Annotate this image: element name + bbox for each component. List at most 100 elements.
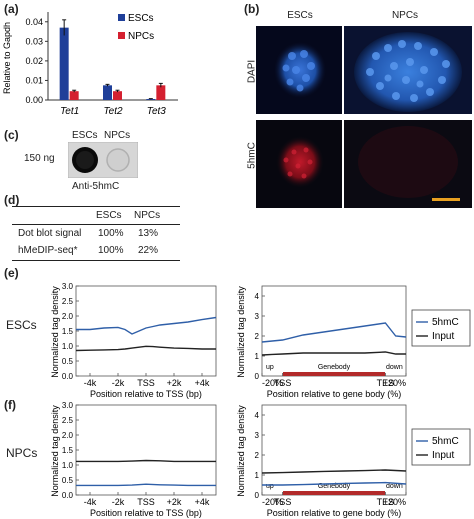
gene-body-label: Genebody xyxy=(318,483,351,490)
y-tick-label: 0 xyxy=(255,491,260,500)
y-tick-label: 1.5 xyxy=(62,446,74,455)
profile-xlabel-left: Position relative to TSS (bp) xyxy=(90,508,202,518)
table-bottom-rule xyxy=(12,260,180,261)
y-tick-label: 0 xyxy=(255,372,260,381)
profile-row-f: Normalized tag density 0.0 0.5 1.0 1.5 2.0 2.… xyxy=(50,401,471,518)
bar-escs-tet3 xyxy=(146,99,156,100)
x-tick-label: +20% xyxy=(383,497,406,507)
table-cell: 13% xyxy=(138,228,159,239)
profile-ylabel-left: Normalized tag density xyxy=(50,405,60,497)
y-tick-label: 0.01 xyxy=(25,75,43,85)
category-label: Tet1 xyxy=(60,106,79,117)
x-tick-label: +4k xyxy=(195,378,210,388)
x-tick-label: -20% xyxy=(262,378,283,388)
y-tick-label: 0.03 xyxy=(25,36,43,46)
dot-npcs xyxy=(106,148,130,172)
legend-escs: ESCs xyxy=(128,13,154,24)
x-tick-label: TSS xyxy=(274,497,292,507)
y-tick-label: 3 xyxy=(255,312,260,321)
dot-row-label: 150 ng xyxy=(24,153,55,164)
panel-label-a: (a) xyxy=(4,2,19,16)
panel-label-b: (b) xyxy=(244,2,260,16)
category-label: Tet3 xyxy=(147,106,167,117)
panel-label-e: (e) xyxy=(4,266,19,280)
profile-axes-left xyxy=(75,285,217,377)
profile-ylabel-left: Normalized tag density xyxy=(50,286,60,378)
row-label-escs: ESCs xyxy=(6,318,37,332)
legend-swatch-npcs xyxy=(118,32,125,39)
y-tick-label: 3.0 xyxy=(62,282,74,291)
y-tick-label: 0.0 xyxy=(62,372,74,381)
input-line-right xyxy=(261,469,407,474)
x-tick-label: TES xyxy=(377,378,395,388)
y-tick-label: 0.04 xyxy=(25,17,43,27)
x-tick-label: -4k xyxy=(84,497,97,507)
table-row-label: hMeDIP-seq* xyxy=(18,245,78,256)
y-tick-label: 2 xyxy=(255,332,260,341)
micro-col-escs: ESCs xyxy=(287,10,313,21)
legend-swatch-escs xyxy=(118,14,125,21)
table-header-escs: ESCs xyxy=(96,210,122,221)
profile-xlabel-left: Position relative to TSS (bp) xyxy=(90,389,202,399)
table-cell: 100% xyxy=(98,245,124,256)
genebody-bar xyxy=(283,372,385,376)
5hmc-line-left xyxy=(76,316,217,335)
y-tick-label: 4 xyxy=(255,411,260,420)
profile-xlabel-right: Position relative to gene body (%) xyxy=(267,508,402,518)
gene-up-label: up xyxy=(266,483,274,490)
panel-label-d: (d) xyxy=(4,193,20,207)
dot-col-npcs: NPCs xyxy=(104,130,131,141)
x-tick-label: +2k xyxy=(167,497,182,507)
legend-label-5hmc: 5hmC xyxy=(432,436,459,447)
legend-label-5hmc: 5hmC xyxy=(432,317,459,328)
bar-escs-tet1 xyxy=(59,27,69,101)
micro-col-npcs: NPCs xyxy=(391,10,419,21)
y-tick-label: 1.5 xyxy=(62,327,74,336)
bar-npcs-tet1 xyxy=(69,91,79,100)
micrograph-grid xyxy=(256,26,472,208)
x-tick-label: -2k xyxy=(112,497,125,507)
legend-label-input: Input xyxy=(432,450,454,461)
5hmc-line-left xyxy=(76,483,216,487)
table-top-rule xyxy=(12,206,180,207)
y-tick-label: 2.0 xyxy=(62,312,74,321)
table-cell: 22% xyxy=(138,245,159,256)
bar-npcs-tet3 xyxy=(156,85,166,100)
scale-bar xyxy=(432,198,460,201)
y-tick-label: 3 xyxy=(255,431,260,440)
row-label-npcs: NPCs xyxy=(6,446,38,460)
dot-caption: Anti-5hmC xyxy=(72,181,120,192)
x-tick-label: TSS xyxy=(137,497,155,507)
input-line-left xyxy=(76,459,216,463)
y-tick-label: 4 xyxy=(255,292,260,301)
profile-row-e: Normalized tag density 0.0 0.5 1.0 1.5 2.0 2.… xyxy=(50,282,471,399)
profile-axes-left xyxy=(75,404,217,496)
y-tick-label: 2 xyxy=(255,451,260,460)
y-tick-label: 0.0 xyxy=(62,491,74,500)
gene-body-label: Genebody xyxy=(318,364,351,371)
dot-blot xyxy=(68,142,138,178)
y-tick-label: 0.02 xyxy=(25,56,43,66)
y-tick-label: 1 xyxy=(255,471,260,480)
table-row-label: Dot blot signal xyxy=(18,228,82,239)
table-cell: 100% xyxy=(98,228,124,239)
gene-down-label: down xyxy=(386,483,403,490)
bar-chart-a: Relative to Gapdh 0.00 0.01 0.02 0.03 0.04 T… xyxy=(2,12,178,117)
x-tick-label: -4k xyxy=(84,378,97,388)
x-tick-label: -2k xyxy=(112,378,125,388)
y-tick-label: 2.5 xyxy=(62,297,74,306)
gene-down-label: down xyxy=(386,364,403,371)
y-tick-label: 2.0 xyxy=(62,431,74,440)
y-tick-label: 1 xyxy=(255,352,260,361)
bar-npcs-tet2 xyxy=(113,91,122,100)
x-tick-label: TSS xyxy=(137,378,155,388)
legend-npcs: NPCs xyxy=(128,31,154,42)
y-tick-label: 1.0 xyxy=(62,342,74,351)
category-label: Tet2 xyxy=(103,106,123,117)
y-tick-label: 1.0 xyxy=(62,461,74,470)
x-tick-label: -20% xyxy=(262,497,283,507)
panel-label-c: (c) xyxy=(4,128,19,142)
x-tick-label: +20% xyxy=(383,378,406,388)
y-tick-label: 3.0 xyxy=(62,401,74,410)
legend-label-input: Input xyxy=(432,331,454,342)
